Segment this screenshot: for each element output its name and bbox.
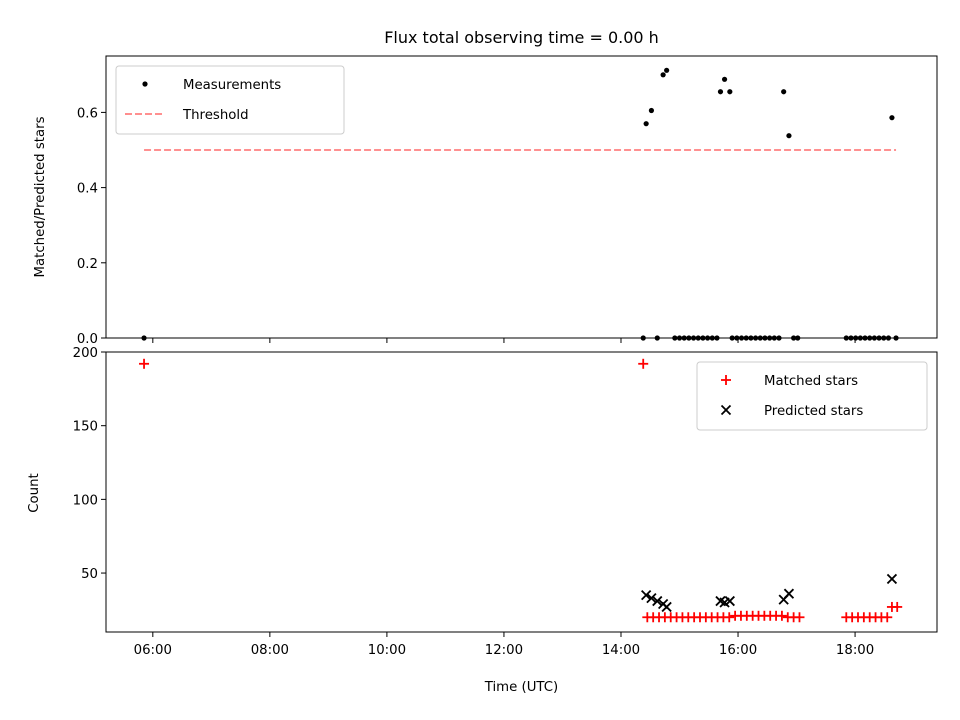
measurements-point [771, 335, 777, 341]
measurements-point [791, 335, 797, 341]
measurements-point [672, 335, 678, 341]
x-tick-label: 18:00 [836, 643, 874, 658]
top-y-tick-label: 0.4 [77, 182, 98, 197]
top-y-tick-label: 0.2 [77, 257, 98, 272]
measurements-point [704, 335, 711, 341]
matched-stars-point [776, 610, 787, 621]
measurements-point [738, 335, 745, 341]
x-axis-label: Time (UTC) [484, 680, 559, 695]
measurements-point [889, 115, 895, 121]
x-tick-label: 10:00 [368, 643, 406, 658]
measurements-point [876, 335, 882, 341]
matched-stars-point [139, 358, 150, 369]
top-legend: Measurements Threshold [115, 65, 345, 135]
predicted-stars-point [652, 595, 663, 607]
measurements-point [643, 121, 649, 127]
measurements-point [734, 335, 740, 341]
measurements-point [767, 335, 773, 341]
measurements-point [695, 335, 701, 341]
predicted-stars-point [661, 601, 672, 613]
top-y-tick-label: 0.0 [77, 332, 98, 347]
bottom-y-tick-label: 50 [81, 567, 98, 582]
measurements-point [776, 335, 782, 341]
measurements-point [654, 335, 660, 341]
bottom-legend: Matched stars Predicted stars [696, 361, 928, 431]
measurements-point [729, 335, 735, 341]
bottom-y-tick-label: 200 [73, 346, 98, 361]
measurements-point [867, 335, 873, 341]
x-tick-label: 14:00 [602, 643, 640, 658]
predicted-stars-point [724, 595, 735, 607]
bottom-y-tick-label: 150 [73, 420, 98, 435]
bottom-panel: 06:00 08:00 10:00 12:00 14:00 16:00 18:00 50 100… [73, 346, 938, 658]
predicted-stars-point [641, 590, 652, 601]
matched-stars-point [882, 612, 893, 623]
top-y-tick-label: 0.6 [77, 106, 98, 121]
legend-predicted-stars-label: Predicted stars [764, 404, 863, 419]
measurements-point [795, 335, 801, 341]
predicted-stars-point [886, 573, 898, 585]
measurements-point [690, 335, 697, 341]
measurements-point [871, 335, 877, 341]
top-panel: 0.0 0.2 0.4 0.6 Measurements Threshold [77, 55, 938, 347]
measurements-point [862, 335, 868, 341]
measurements-point [885, 335, 892, 341]
measurements-point [853, 335, 859, 341]
legend-predicted-stars-swatch [720, 404, 732, 416]
measurements-point [681, 335, 687, 341]
measurements-point [748, 335, 754, 341]
measurements-point [881, 335, 887, 341]
measurements-point [757, 335, 763, 341]
bottom-y-axis-label: Count [27, 473, 42, 513]
legend-matched-stars-label: Matched stars [764, 374, 858, 389]
legend-matched-stars-swatch [721, 375, 731, 385]
measurements-point [709, 335, 715, 341]
x-tick-label: 08:00 [251, 643, 289, 658]
measurements-point [648, 107, 655, 114]
measurements-point [676, 335, 683, 341]
measurements-point [893, 335, 899, 341]
measurements-point [781, 89, 787, 95]
measurements-point [700, 335, 706, 341]
measurements-point [660, 72, 666, 78]
bottom-axes-frame [105, 351, 938, 633]
top-axes-frame [105, 55, 938, 339]
predicted-stars-point [646, 592, 657, 604]
measurements-point [141, 335, 147, 341]
matched-stars-point [794, 612, 805, 623]
measurements-point [752, 335, 759, 341]
legend-measurements-label: Measurements [183, 78, 281, 93]
measurements-point [786, 133, 792, 139]
measurements-point [686, 335, 692, 341]
matched-stars-point [724, 612, 735, 623]
measurements-point [843, 335, 849, 341]
measurements-point [717, 89, 724, 95]
matched-stars-point [638, 358, 649, 369]
bottom-legend-box [696, 361, 928, 431]
measurements-point [762, 335, 768, 341]
measurements-point [727, 89, 733, 95]
x-tick-label: 16:00 [719, 643, 757, 658]
measurements-point [640, 335, 646, 341]
measurements-point [857, 335, 863, 341]
legend-threshold-label: Threshold [182, 108, 249, 123]
top-y-axis-label: Matched/Predicted stars [33, 116, 48, 277]
measurements-point [743, 335, 749, 341]
matched-stars-point [892, 601, 903, 612]
x-tick-label: 12:00 [485, 643, 523, 658]
top-legend-box [115, 65, 345, 135]
legend-measurements-swatch [142, 81, 148, 87]
bottom-y-tick-label: 100 [73, 493, 98, 508]
chart-title: Flux total observing time = 0.00 h [384, 28, 659, 47]
measurements-point [721, 76, 728, 82]
predicted-stars-point [783, 588, 795, 599]
measurements-point [848, 335, 854, 341]
measurements-point [714, 335, 720, 341]
x-tick-label: 06:00 [134, 643, 172, 658]
measurements-point [664, 67, 670, 73]
